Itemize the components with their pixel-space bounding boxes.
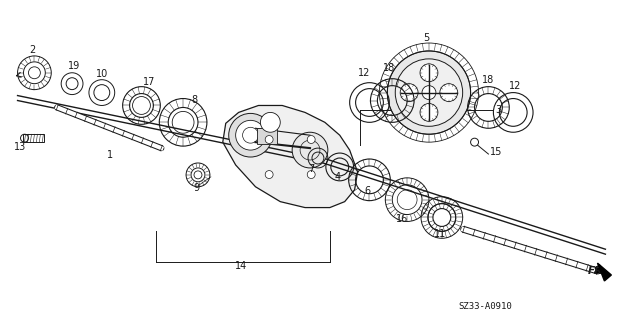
Text: FR.: FR. [588,266,607,276]
Circle shape [229,113,272,157]
Circle shape [308,171,315,179]
Text: 13: 13 [14,142,27,152]
Text: 5: 5 [423,33,429,43]
Circle shape [292,132,328,168]
Bar [22,134,44,142]
Polygon shape [223,106,358,208]
Circle shape [236,120,265,150]
Polygon shape [598,263,611,281]
Text: 18: 18 [482,75,495,85]
Bar [257,128,277,144]
Text: 10: 10 [95,69,108,79]
Text: 4: 4 [335,172,341,182]
Text: SZ33-A0910: SZ33-A0910 [459,302,513,311]
Text: 1: 1 [107,150,113,160]
Text: 16: 16 [396,214,409,224]
Circle shape [308,136,315,143]
Text: 17: 17 [143,77,156,87]
Circle shape [265,171,273,179]
Text: 7: 7 [308,164,314,174]
Circle shape [471,138,479,146]
Circle shape [422,86,436,100]
Text: 19: 19 [68,61,80,71]
Circle shape [420,64,438,82]
Circle shape [396,59,463,126]
Circle shape [388,51,471,134]
Text: 12: 12 [509,81,521,91]
Text: 18: 18 [383,63,396,73]
Text: 6: 6 [365,186,371,196]
Text: 8: 8 [191,94,197,105]
Text: 3: 3 [495,105,502,116]
Text: 2: 2 [29,45,35,55]
Text: 14: 14 [234,261,247,271]
Circle shape [265,136,273,143]
Circle shape [260,112,280,132]
Text: 12: 12 [358,68,371,78]
Circle shape [440,84,458,101]
Text: 11: 11 [434,229,446,239]
Circle shape [420,103,438,121]
Circle shape [401,84,418,101]
Text: 15: 15 [490,147,503,157]
Text: 9: 9 [193,183,199,193]
